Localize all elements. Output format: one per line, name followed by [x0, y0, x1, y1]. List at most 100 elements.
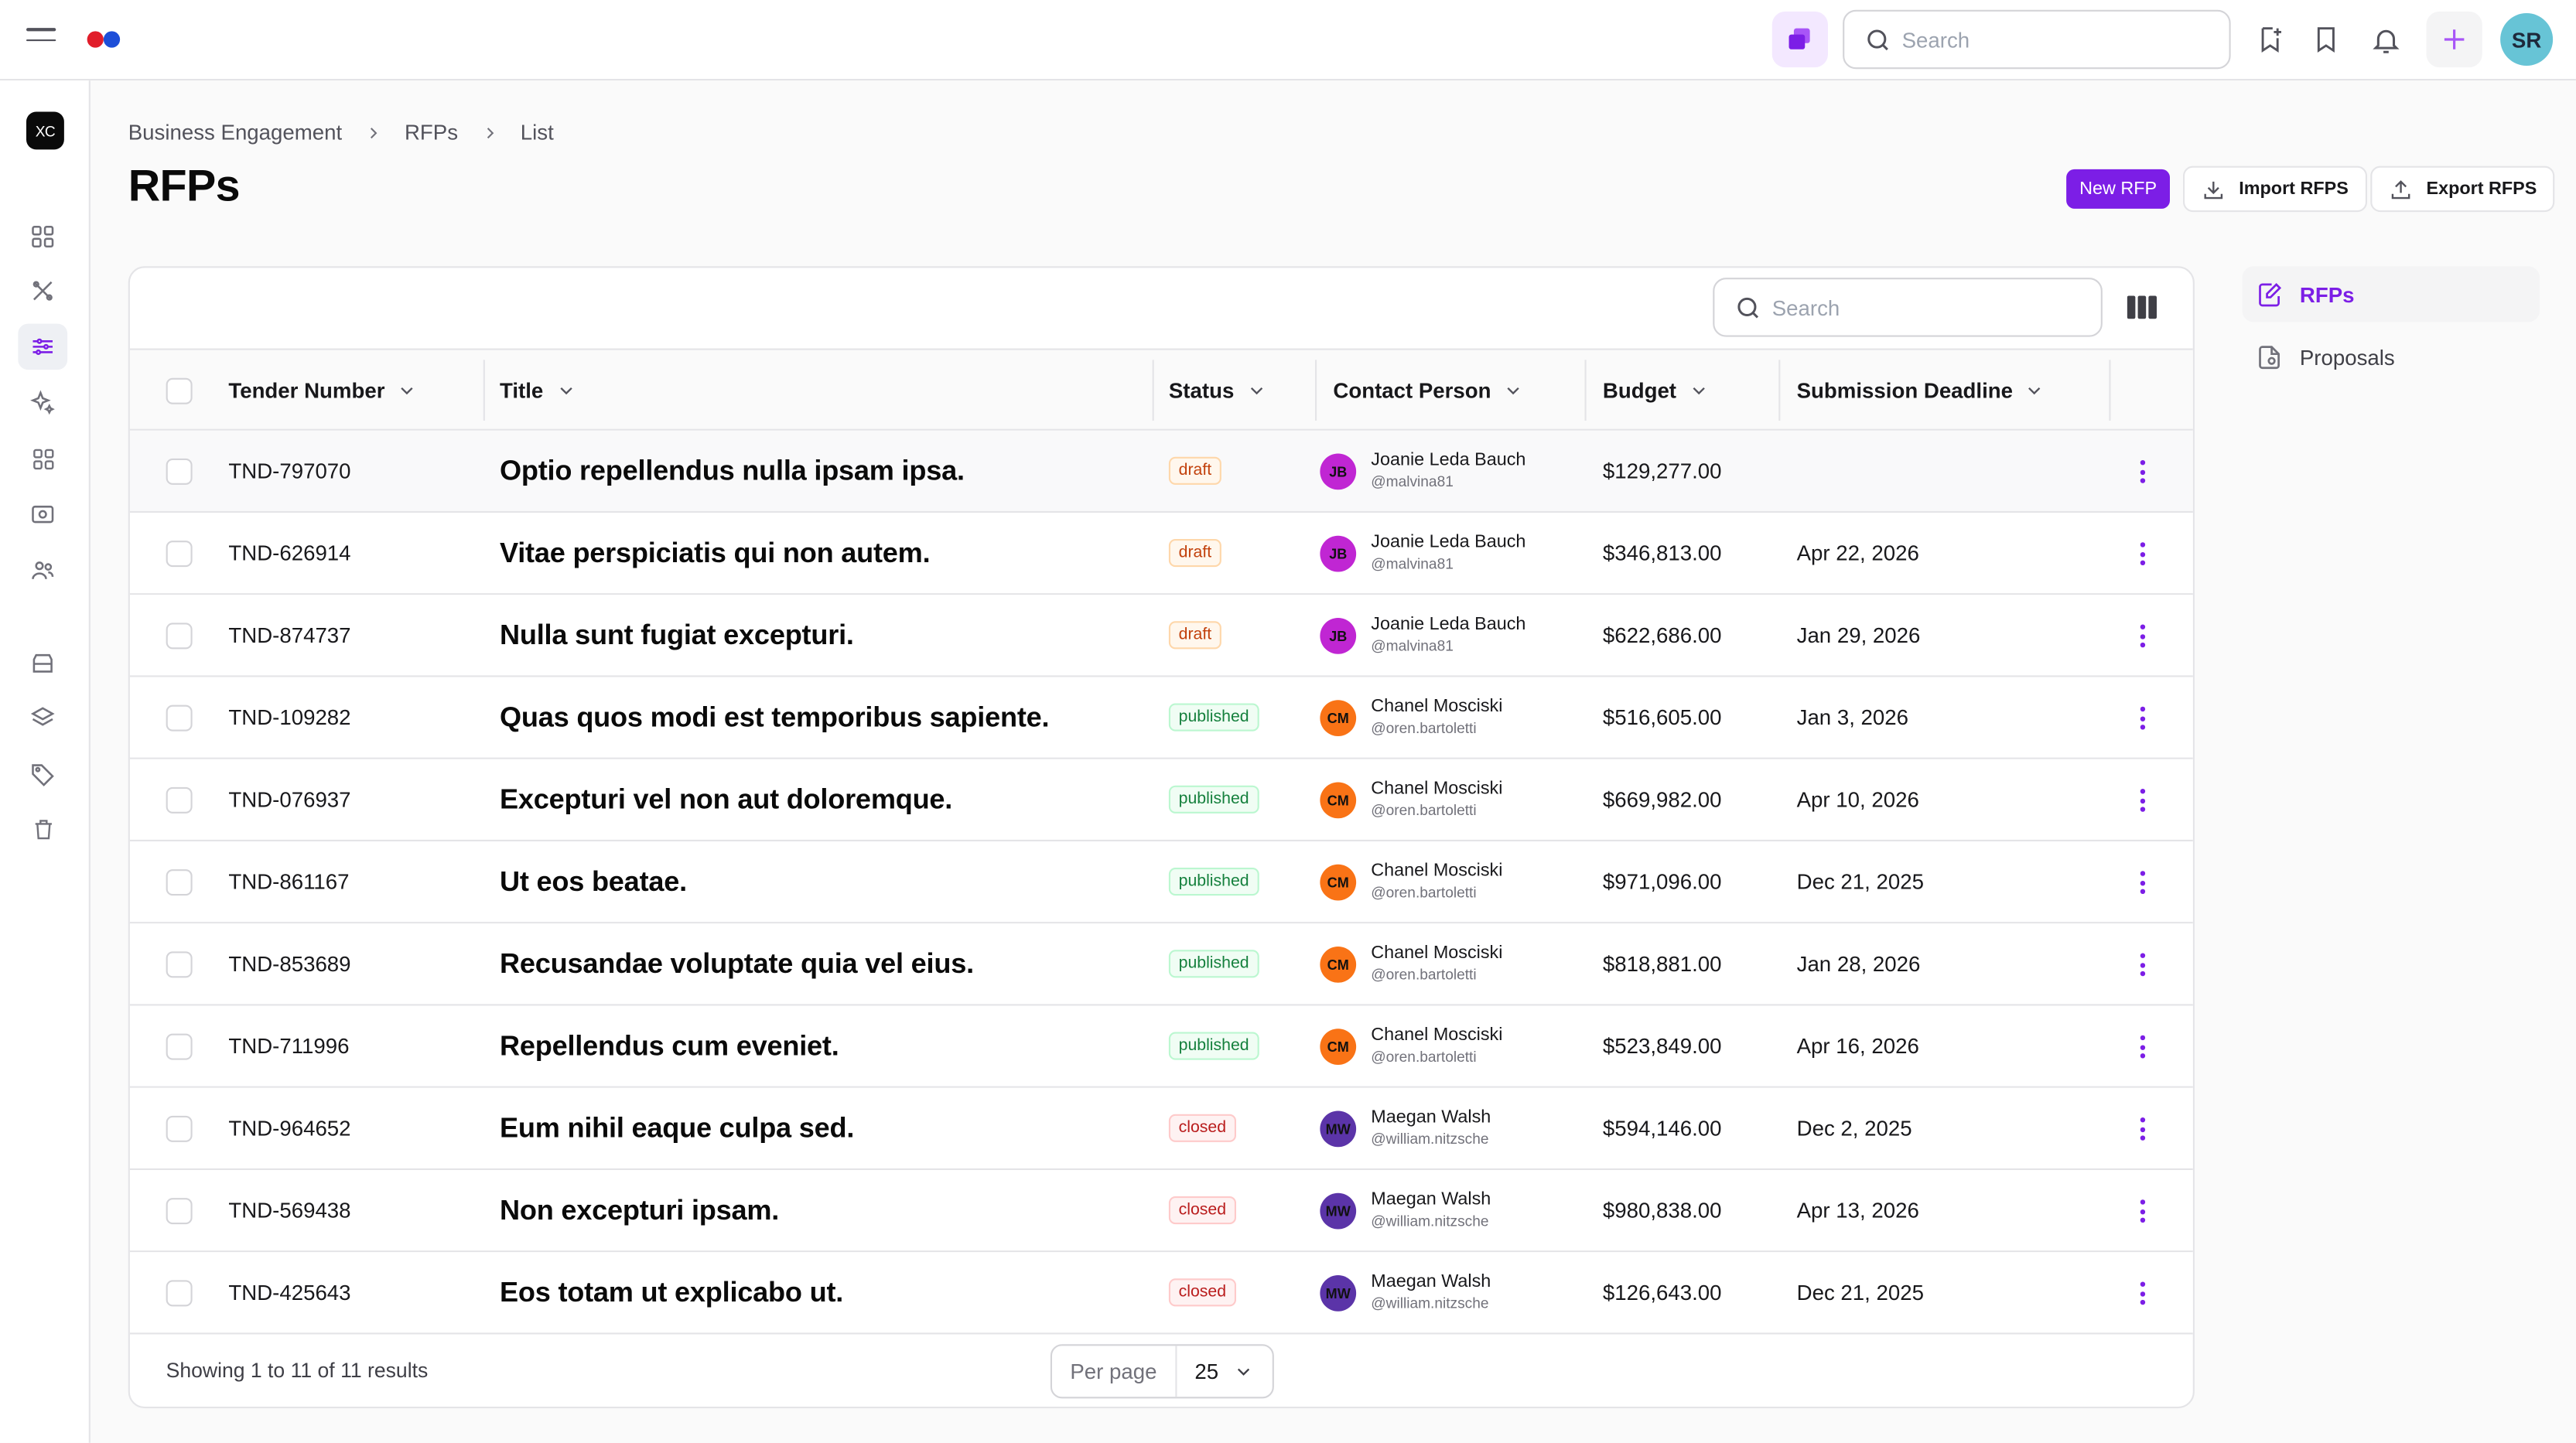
- contact-name: Maegan Walsh: [1371, 1271, 1491, 1292]
- layers-icon[interactable]: [18, 695, 67, 742]
- chat-icon[interactable]: [1771, 11, 1828, 68]
- bookmark-icon[interactable]: [2298, 12, 2354, 67]
- table-row[interactable]: TND-425643 Eos totam ut explicabo ut. clos…: [129, 1252, 2193, 1335]
- row-checkbox[interactable]: [166, 1033, 193, 1060]
- table-row[interactable]: TND-711996 Repellendus cum eveniet. publis…: [129, 1005, 2193, 1088]
- tag-icon[interactable]: [18, 751, 67, 797]
- submission-deadline: Jan 28, 2026: [1796, 951, 1921, 977]
- new-rfp-button[interactable]: New RFP: [2066, 169, 2171, 209]
- row-actions-icon[interactable]: [2126, 783, 2159, 819]
- row-actions-icon[interactable]: [2126, 454, 2159, 490]
- rfp-title[interactable]: Repellendus cum eveniet.: [500, 1029, 839, 1061]
- table-row[interactable]: TND-076937 Excepturi vel non aut doloremq…: [129, 759, 2193, 841]
- row-checkbox[interactable]: [166, 786, 193, 814]
- export-rfps-button[interactable]: Export RFPS: [2370, 165, 2555, 213]
- rfp-title[interactable]: Ut eos beatae.: [500, 865, 687, 897]
- export-rfps-label: Export RFPS: [2426, 179, 2537, 200]
- avatar: JB: [1320, 534, 1357, 571]
- users-icon[interactable]: [18, 548, 67, 594]
- apps-icon[interactable]: [18, 435, 67, 482]
- row-checkbox[interactable]: [166, 458, 193, 485]
- bell-icon[interactable]: [2357, 12, 2413, 67]
- table-search-input[interactable]: [1771, 295, 2069, 320]
- plus-icon[interactable]: [2426, 11, 2482, 68]
- per-page-select[interactable]: Per page 25: [1050, 1344, 1274, 1399]
- row-actions-icon[interactable]: [2126, 1111, 2159, 1148]
- rfp-title[interactable]: Eos totam ut explicabo ut.: [500, 1276, 844, 1308]
- table-search[interactable]: [1713, 278, 2103, 337]
- table-row[interactable]: TND-797070 Optio repellendus nulla ipsam …: [129, 430, 2193, 513]
- row-checkbox[interactable]: [166, 951, 193, 978]
- col-status[interactable]: Status: [1169, 350, 1266, 431]
- workspace-badge[interactable]: XC: [26, 111, 64, 150]
- col-label: Title: [500, 377, 544, 403]
- user-avatar[interactable]: SR: [2500, 13, 2554, 66]
- download-icon: [2201, 176, 2226, 201]
- tender-number: TND-626914: [228, 541, 351, 565]
- rfp-title[interactable]: Vitae perspiciatis qui non autem.: [500, 536, 931, 568]
- table-row[interactable]: TND-964652 Eum nihil eaque culpa sed. clos…: [129, 1087, 2193, 1170]
- row-actions-icon[interactable]: [2126, 1029, 2159, 1065]
- table-row[interactable]: TND-874737 Nulla sunt fugiat excepturi. dr…: [129, 595, 2193, 677]
- rfp-title[interactable]: Nulla sunt fugiat excepturi.: [500, 619, 854, 650]
- ai-sparkle-icon[interactable]: [18, 380, 67, 426]
- tender-number: TND-853689: [228, 951, 351, 977]
- row-actions-icon[interactable]: [2126, 1193, 2159, 1230]
- col-title[interactable]: Title: [500, 350, 575, 431]
- trash-icon[interactable]: [18, 805, 67, 851]
- table-header: Tender Number Title Status Contact Perso…: [129, 348, 2193, 431]
- billing-icon[interactable]: [18, 491, 67, 537]
- avatar: CM: [1320, 1028, 1357, 1064]
- side-nav-rfps[interactable]: RFPs: [2242, 266, 2540, 322]
- inbox-icon[interactable]: [18, 641, 67, 687]
- rfp-title[interactable]: Optio repellendus nulla ipsam ipsa.: [500, 454, 965, 486]
- table-row[interactable]: TND-861167 Ut eos beatae. published CM Chane…: [129, 841, 2193, 924]
- dashboard-icon[interactable]: [18, 213, 67, 260]
- row-actions-icon[interactable]: [2126, 865, 2159, 901]
- row-checkbox[interactable]: [166, 1198, 193, 1225]
- engagement-icon[interactable]: [18, 323, 68, 370]
- chevron-down-icon: [556, 381, 574, 399]
- breadcrumb-business-engagement[interactable]: Business Engagement: [128, 120, 343, 145]
- edit-document-icon: [2256, 280, 2284, 308]
- breadcrumb-rfps[interactable]: RFPs: [404, 120, 459, 145]
- columns-toggle-icon[interactable]: [2124, 288, 2161, 327]
- bookmark-add-icon[interactable]: [2243, 12, 2298, 67]
- chevron-right-icon: [481, 124, 497, 140]
- table-row[interactable]: TND-853689 Recusandae voluptate quia vel …: [129, 923, 2193, 1006]
- row-checkbox[interactable]: [166, 1280, 193, 1307]
- row-actions-icon[interactable]: [2126, 1275, 2159, 1312]
- rfp-title[interactable]: Excepturi vel non aut doloremque.: [500, 783, 953, 814]
- row-checkbox[interactable]: [166, 623, 193, 650]
- tender-number: TND-874737: [228, 623, 351, 648]
- side-nav-proposals[interactable]: Proposals: [2243, 329, 2540, 384]
- rfp-title[interactable]: Quas quos modi est temporibus sapiente.: [500, 701, 1050, 732]
- table-row[interactable]: TND-626914 Vitae perspiciatis qui non aut…: [129, 513, 2193, 595]
- import-rfps-button[interactable]: Import RFPS: [2183, 165, 2367, 213]
- row-checkbox[interactable]: [166, 1115, 193, 1142]
- contact-name: Joanie Leda Bauch: [1371, 532, 1526, 553]
- col-contact-person[interactable]: Contact Person: [1333, 350, 1522, 431]
- rfp-title[interactable]: Eum nihil eaque culpa sed.: [500, 1111, 855, 1143]
- rfp-title[interactable]: Recusandae voluptate quia vel eius.: [500, 947, 974, 979]
- rfp-title[interactable]: Non excepturi ipsam.: [500, 1193, 780, 1226]
- col-budget[interactable]: Budget: [1603, 350, 1708, 431]
- select-all-checkbox[interactable]: [166, 377, 193, 404]
- row-actions-icon[interactable]: [2126, 536, 2159, 572]
- global-search-input[interactable]: [1901, 27, 2198, 52]
- tools-icon[interactable]: [18, 268, 67, 314]
- menu-icon[interactable]: [26, 28, 56, 51]
- col-tender-number[interactable]: Tender Number: [228, 350, 415, 431]
- table-row[interactable]: TND-109282 Quas quos modi est temporibus …: [129, 677, 2193, 759]
- row-checkbox[interactable]: [166, 541, 193, 568]
- submission-deadline: Apr 13, 2026: [1796, 1198, 1919, 1223]
- row-actions-icon[interactable]: [2126, 618, 2159, 654]
- row-checkbox[interactable]: [166, 704, 193, 732]
- global-search[interactable]: [1843, 9, 2231, 70]
- row-actions-icon[interactable]: [2126, 700, 2159, 736]
- table-row[interactable]: TND-569438 Non excepturi ipsam. closed MW Ma…: [129, 1170, 2193, 1253]
- row-checkbox[interactable]: [166, 869, 193, 896]
- row-actions-icon[interactable]: [2126, 947, 2159, 983]
- col-submission-deadline[interactable]: Submission Deadline: [1797, 350, 2045, 431]
- per-page-value[interactable]: 25: [1177, 1359, 1253, 1383]
